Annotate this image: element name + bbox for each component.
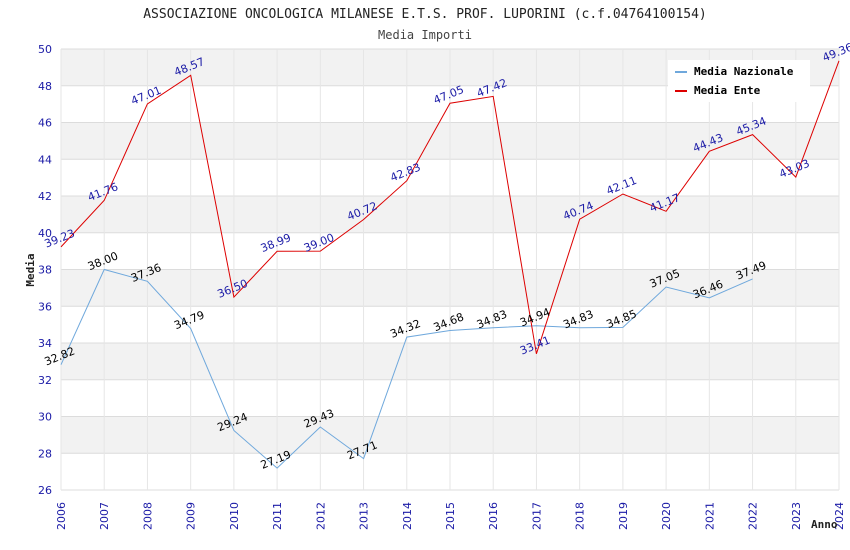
legend: Media Nazionale Media Ente: [668, 60, 810, 102]
x-axis-ticks: 2006 2007 2008 2009 2010 2011 2012 2013 2014 2015…: [55, 502, 846, 530]
x-tick-label: 2010: [228, 502, 241, 530]
x-tick-label: 2023: [790, 502, 803, 530]
y-axis-ticks: 26 28 30 32 34 36 38 40 42 44 46 48 50: [38, 43, 52, 497]
x-tick-label: 2019: [617, 502, 630, 530]
series-lines: [60, 60, 840, 469]
series-line-media-nazionale: [60, 268, 753, 469]
y-tick-label: 26: [38, 484, 52, 497]
x-tick-label: 2011: [271, 502, 284, 530]
y-tick-label: 40: [38, 227, 52, 240]
legend-background: [668, 60, 810, 102]
legend-label-media-nazionale: Media Nazionale: [694, 65, 794, 78]
x-tick-label: 2016: [487, 502, 500, 530]
y-tick-label: 44: [38, 153, 52, 166]
y-tick-label: 46: [38, 117, 52, 130]
y-tick-label: 38: [38, 264, 52, 277]
x-tick-label: 2008: [141, 502, 154, 530]
x-tick-label: 2024: [833, 502, 846, 530]
x-tick-label: 2018: [574, 502, 587, 530]
y-tick-label: 48: [38, 80, 52, 93]
chart-subtitle: Media Importi: [378, 28, 472, 42]
x-tick-label: 2015: [444, 502, 457, 530]
y-tick-label: 34: [38, 337, 52, 350]
legend-label-media-ente: Media Ente: [694, 84, 761, 97]
x-axis-label: Anno: [811, 518, 838, 531]
y-tick-label: 50: [38, 43, 52, 56]
x-tick-label: 2006: [55, 502, 68, 530]
x-tick-label: 2013: [358, 502, 371, 530]
x-tick-label: 2020: [660, 502, 673, 530]
x-tick-label: 2009: [185, 502, 198, 530]
x-tick-label: 2014: [401, 502, 414, 530]
x-tick-label: 2021: [703, 502, 716, 530]
chart-title: ASSOCIAZIONE ONCOLOGICA MILANESE E.T.S. …: [143, 7, 707, 22]
series-line-media-ente: [60, 60, 840, 354]
y-tick-label: 28: [38, 447, 52, 460]
x-tick-label: 2007: [98, 502, 111, 530]
x-tick-label: 2017: [530, 502, 543, 530]
y-axis-label: Media: [24, 253, 37, 286]
x-tick-label: 2012: [314, 502, 327, 530]
x-tick-label: 2022: [747, 502, 760, 530]
y-tick-label: 32: [38, 374, 52, 387]
y-tick-label: 42: [38, 190, 52, 203]
y-tick-label: 30: [38, 411, 52, 424]
y-tick-label: 36: [38, 300, 52, 313]
